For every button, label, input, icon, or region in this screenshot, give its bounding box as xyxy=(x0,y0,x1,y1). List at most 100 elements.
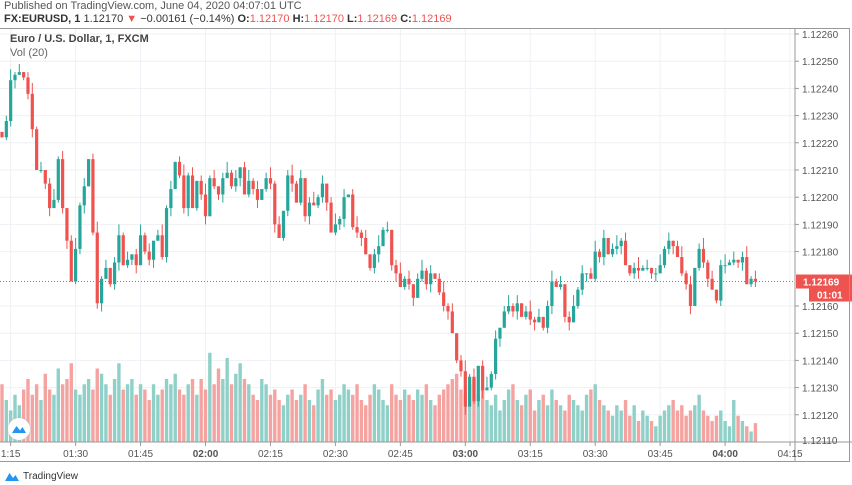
volume-bar xyxy=(649,421,654,442)
candle-body xyxy=(398,273,402,287)
candle-body xyxy=(706,262,710,279)
candle-body xyxy=(69,240,73,282)
volume-bar xyxy=(117,363,121,442)
volume-bar xyxy=(247,384,251,442)
time-tick-label: 1:15 xyxy=(1,449,21,460)
candle-body xyxy=(268,178,273,184)
candle-body xyxy=(229,172,234,187)
candle-body xyxy=(169,189,173,209)
volume-bar xyxy=(73,389,78,442)
volume-bar xyxy=(641,410,645,442)
candle-body xyxy=(26,77,30,94)
candle-body xyxy=(355,227,359,233)
volume-bar xyxy=(402,389,407,442)
volume-bar xyxy=(537,400,541,442)
candle-body xyxy=(420,270,424,279)
volume-bar xyxy=(238,363,242,442)
price-change: −0.00161 (−0.14%) xyxy=(140,13,235,25)
candle-body xyxy=(255,189,260,200)
candle-body xyxy=(299,178,303,203)
volume-bar xyxy=(372,384,377,442)
volume-bar xyxy=(281,405,286,442)
volume-bar xyxy=(199,379,203,442)
candle-body xyxy=(727,262,732,266)
candle-body xyxy=(190,175,195,209)
candle-body xyxy=(654,273,658,275)
volume-bar xyxy=(260,379,264,442)
candle-body xyxy=(342,197,346,219)
price-chart[interactable]: 1.12260 1.12250 1.12240 1.12230 1.12220 1.122… xyxy=(0,0,852,465)
volume-bar xyxy=(684,415,688,442)
volume-bar xyxy=(571,400,576,442)
high-label: H: xyxy=(292,13,305,25)
published-note: Published on TradingView.com, June 04, 2… xyxy=(4,0,302,12)
volume-bar xyxy=(654,426,658,442)
candle-body xyxy=(242,167,247,195)
volume-bar xyxy=(602,405,606,442)
tradingview-badge-icon[interactable] xyxy=(8,418,30,440)
volume-bar xyxy=(0,384,4,442)
candle-body xyxy=(485,387,489,391)
volume-bar xyxy=(563,410,567,442)
time-tick-label: 02:30 xyxy=(323,449,348,460)
volume-bar xyxy=(437,394,442,442)
candle-body xyxy=(216,186,221,195)
candle-body xyxy=(199,180,203,195)
close-value: 1.12169 xyxy=(411,13,452,25)
last-price: 1.12170 xyxy=(83,13,124,25)
candle-body xyxy=(39,170,43,171)
volume-bar xyxy=(264,384,268,442)
price-tick-label: 1.12120 xyxy=(802,411,839,422)
candle-body xyxy=(411,284,415,298)
volume-bar xyxy=(433,405,437,442)
volume-bar xyxy=(273,389,277,442)
price-tick-label: 1.12260 xyxy=(802,30,839,41)
volume-bar xyxy=(732,400,736,442)
candle-body xyxy=(117,235,121,263)
candle-body xyxy=(472,376,476,402)
volume-bar xyxy=(130,379,134,442)
candle-body xyxy=(35,129,39,170)
candle-body xyxy=(507,306,511,312)
volume-bar xyxy=(606,410,610,442)
candle-body xyxy=(325,183,329,203)
volume-bar xyxy=(78,394,82,442)
candle-body xyxy=(710,278,714,290)
time-tick-label: 02:00 xyxy=(193,449,219,460)
volume-bar xyxy=(82,384,86,442)
candle-body xyxy=(528,311,532,320)
volume-bar xyxy=(662,410,667,442)
volume-bar xyxy=(377,389,381,442)
candle-body xyxy=(701,248,706,263)
candle-body xyxy=(450,311,454,334)
candle-body xyxy=(749,278,753,285)
price-tick-label: 1.12240 xyxy=(802,84,839,95)
last-price-tag-label: 1.12169 xyxy=(803,278,840,289)
volume-bar xyxy=(398,400,403,442)
volume-bar xyxy=(86,379,91,442)
low-label: L: xyxy=(347,13,358,25)
candle-body xyxy=(333,224,338,233)
volume-bar xyxy=(234,373,238,442)
volume-bar xyxy=(532,410,537,442)
volume-bar xyxy=(450,379,455,442)
volume-bar xyxy=(286,394,290,442)
volume-bar xyxy=(693,405,697,442)
candle-body xyxy=(48,183,52,209)
volume-bar xyxy=(667,405,671,442)
volume-bar xyxy=(242,379,247,442)
candle-body xyxy=(753,278,758,282)
volume-bar xyxy=(251,394,255,442)
volume-bar xyxy=(597,400,602,442)
volume-bar xyxy=(34,384,39,442)
volume-bar xyxy=(472,379,476,442)
candle-body xyxy=(277,224,281,238)
time-tick-label: 02:45 xyxy=(388,449,413,460)
candle-body xyxy=(641,267,645,271)
volume-bar xyxy=(506,389,511,442)
time-tick-label: 04:15 xyxy=(778,449,803,460)
candle-body xyxy=(182,175,186,209)
volume-bar xyxy=(753,423,758,442)
candle-body xyxy=(680,257,684,274)
volume-bar xyxy=(121,389,125,442)
